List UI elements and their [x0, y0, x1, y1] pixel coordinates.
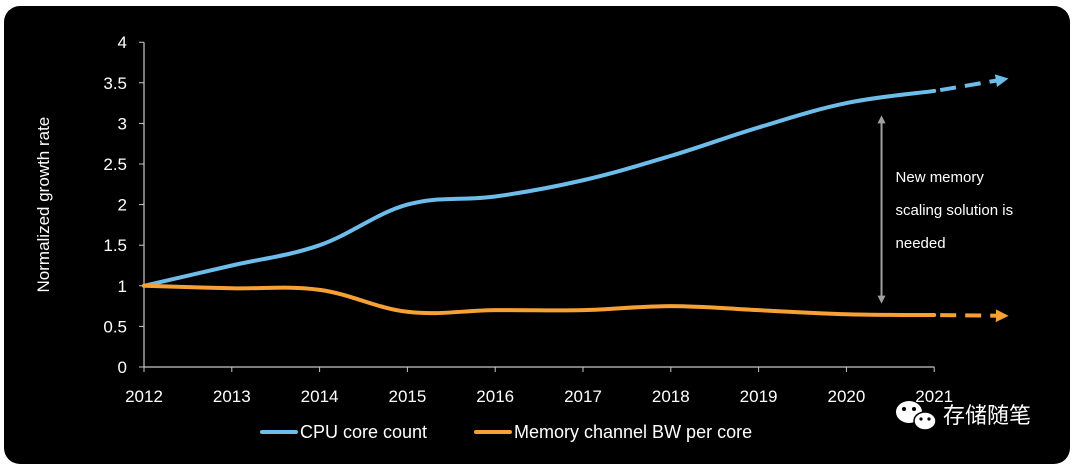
wechat-bubble-small: [913, 411, 937, 431]
y-tick-label: 1.5: [103, 236, 127, 255]
y-tick-label: 1: [118, 277, 127, 296]
y-tick-label: 3.5: [103, 74, 127, 93]
wechat-eye: [919, 417, 923, 421]
y-axis-label: Normalized growth rate: [34, 117, 53, 293]
watermark: 存储随笔: [896, 401, 1031, 431]
y-tick-label: 2.5: [103, 155, 127, 174]
annotation-text-line: needed: [896, 235, 946, 252]
series-extension-arrow-0: [939, 74, 1009, 93]
y-tick-label: 0.5: [103, 317, 127, 336]
series-line-1: [142, 283, 937, 318]
wechat-icon: [896, 401, 937, 431]
y-tick-label: 4: [118, 33, 127, 52]
x-tick-label: 2021: [915, 387, 953, 406]
series-lines: [142, 74, 1009, 323]
wechat-eye: [927, 417, 931, 421]
series-line-0: [142, 88, 937, 288]
x-tick-label: 2013: [213, 387, 251, 406]
annotation: New memory scaling solution is needed: [877, 115, 1014, 304]
watermark-text: 存储随笔: [943, 404, 1031, 429]
x-tick-label: 2016: [476, 387, 514, 406]
y-tick-label: 0: [118, 358, 127, 377]
annotation-text-line: scaling solution is: [896, 202, 1014, 219]
annotation-text-line: New memory: [896, 169, 985, 186]
wechat-eye: [912, 407, 916, 411]
chart-frame: 0 0.5 1 1.5 2 2.5 3 3.5 4 2012 2013 2014 2015 2016 201…: [4, 6, 1070, 464]
y-tick-label: 2: [118, 196, 127, 215]
x-tick-label: 2017: [564, 387, 602, 406]
line-chart: 0 0.5 1 1.5 2 2.5 3 3.5 4 2012 2013 2014 2015 2016 201…: [34, 33, 1031, 442]
x-tick-label: 2020: [827, 387, 865, 406]
x-tick-label: 2018: [652, 387, 690, 406]
axes: [139, 41, 935, 372]
x-tick-label: 2014: [301, 387, 339, 406]
x-tick-label: 2019: [740, 387, 778, 406]
x-tick-label: 2015: [388, 387, 426, 406]
x-tick-label: 2012: [125, 387, 163, 406]
tick-labels: 0 0.5 1 1.5 2 2.5 3 3.5 4 2012 2013 2014 2015 2016 201…: [34, 33, 953, 406]
series-extension-arrow-1: [940, 309, 1009, 323]
legend: CPU core count Memory channel BW per core: [260, 422, 752, 442]
legend-label-1: Memory channel BW per core: [514, 422, 752, 442]
legend-label-0: CPU core count: [300, 422, 427, 442]
y-tick-label: 3: [118, 114, 127, 133]
wechat-eye: [902, 407, 906, 411]
